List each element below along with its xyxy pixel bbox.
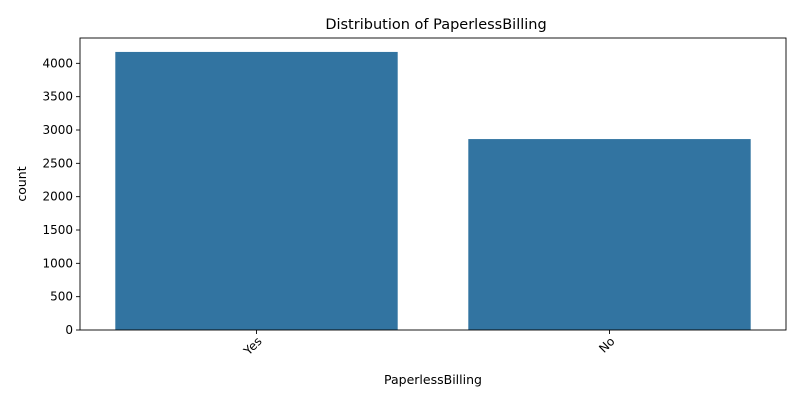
bar-no [468,139,751,330]
y-tick-label: 4000 [42,56,73,70]
x-axis-label: PaperlessBilling [384,372,482,387]
x-tick-label: No [596,334,617,355]
y-tick-label: 3500 [42,90,73,104]
y-tick-label: 3000 [42,123,73,137]
y-tick-label: 1500 [42,223,73,237]
chart-title: Distribution of PaperlessBilling [325,17,546,33]
y-axis-ticks: 0 500 1000 1500 2000 2500 3000 3500 4000 [42,56,80,337]
y-axis-label: count [14,166,29,201]
x-tick-label: Yes [240,334,264,358]
bars-layer [115,51,751,330]
plot-frame [79,37,787,331]
y-tick-label: 500 [50,290,73,304]
y-tick-label: 1000 [42,256,73,270]
y-tick-label: 0 [65,323,73,337]
bar-yes [115,51,398,330]
y-tick-label: 2000 [42,190,73,204]
x-axis-ticks: Yes No [240,330,618,359]
y-tick-label: 2500 [42,156,73,170]
